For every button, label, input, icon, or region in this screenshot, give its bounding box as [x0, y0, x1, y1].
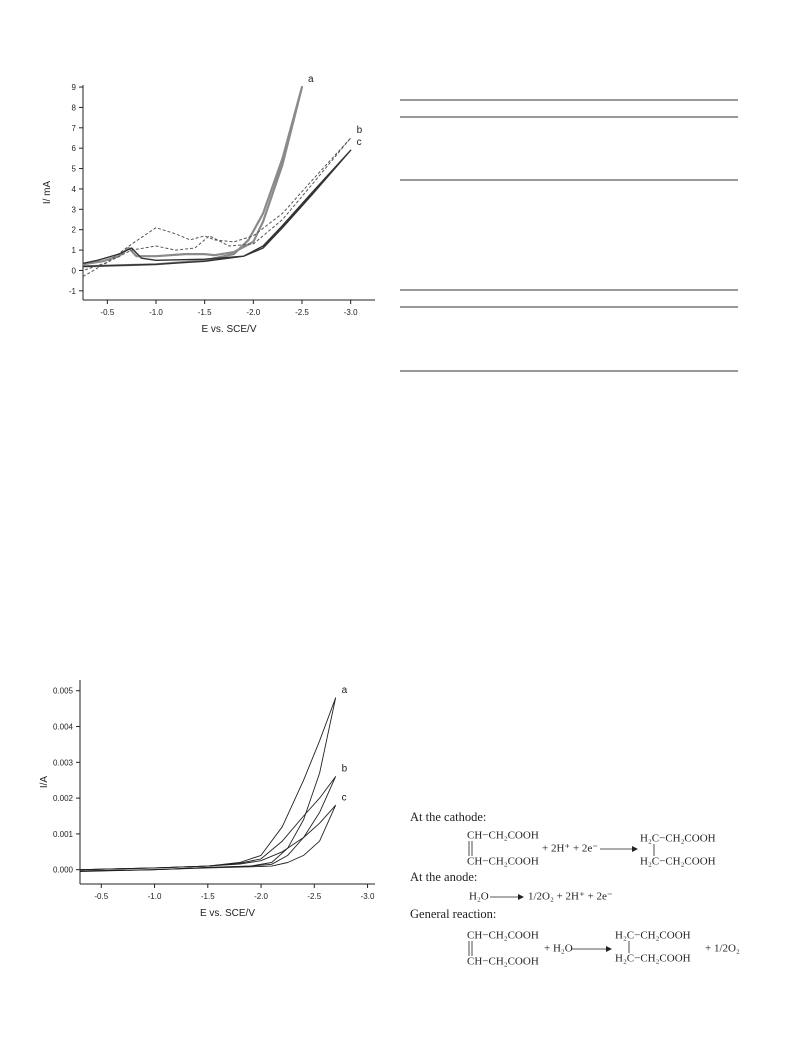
y-tick-label: 3: [72, 205, 77, 214]
series-line: [82, 137, 352, 278]
reagents: + H₂O: [544, 943, 573, 955]
y-tick-label: 1: [72, 246, 77, 255]
x-tick-label: -0.5: [94, 892, 108, 901]
formula: H₂O: [469, 891, 489, 903]
y-tick-label: 0.003: [53, 758, 74, 767]
y-axis-title: I/ mA: [42, 181, 53, 205]
x-tick-label: -1.5: [201, 892, 215, 901]
series-label: c: [357, 137, 362, 148]
y-tick-label: -1: [69, 287, 77, 296]
series-label: b: [357, 125, 363, 136]
x-axis-title: E vs. SCE/V: [200, 908, 255, 919]
heading: At the cathode:: [410, 810, 486, 824]
table-rules: [400, 99, 738, 372]
y-tick-label: 9: [72, 83, 77, 92]
x-tick-label: -1.5: [198, 308, 212, 317]
formula: CH−CH₂COOH: [467, 956, 539, 968]
reagents: + 2H⁺ + 2e⁻: [542, 843, 598, 855]
formula: H₂C−CH₂COOH: [615, 930, 691, 942]
chart: -1 0 1 2 3 4 5 6 7 8 9 -0.5 -1.0 -1.5 -2.0 -2.5 -3.0 E vs…: [42, 74, 375, 335]
arrow-head: [606, 946, 612, 952]
x-tick-label: -1.0: [148, 892, 162, 901]
x-tick-label: -2.0: [254, 892, 268, 901]
y-tick-label: 5: [72, 165, 77, 174]
y-tick-label: 0.004: [53, 723, 74, 732]
series-label: b: [342, 764, 348, 775]
reactions: At the cathode: CH−CH₂COOH CH−CH₂COOH + …: [410, 810, 740, 968]
series-line: [79, 776, 337, 872]
y-tick-label: 6: [72, 144, 77, 153]
y-tick-label: 0.001: [53, 830, 74, 839]
y-tick-label: 4: [72, 185, 77, 194]
formula: 1/2O₂ + 2H⁺ + 2e⁻: [528, 891, 613, 903]
series-line: [79, 804, 337, 872]
arrow-head: [518, 894, 524, 900]
y-tick-label: 0: [72, 266, 77, 275]
heading: At the anode:: [410, 870, 477, 884]
chart: 0.000 0.001 0.002 0.003 0.004 0.005 -0.5 -1.0 -1…: [39, 680, 375, 919]
heading: General reaction:: [410, 907, 496, 921]
y-axis-title: I/A: [39, 776, 50, 789]
formula: CH−CH₂COOH: [467, 930, 539, 942]
formula: H₂C−CH₂COOH: [640, 833, 716, 845]
x-tick-label: -2.5: [295, 308, 309, 317]
series-label: a: [342, 685, 348, 696]
formula: H₂C−CH₂COOH: [640, 856, 716, 868]
y-tick-label: 8: [72, 103, 77, 112]
series-label: a: [308, 74, 314, 85]
y-tick-label: 0.000: [53, 866, 74, 875]
formula: + 1/2O₂: [705, 943, 740, 955]
arrow-head: [632, 846, 638, 852]
x-tick-label: -3.0: [344, 308, 358, 317]
x-axis-title: E vs. SCE/V: [201, 324, 256, 335]
x-tick-label: -1.0: [149, 308, 163, 317]
formula: CH−CH₂COOH: [467, 856, 539, 868]
formula: H₂C−CH₂COOH: [615, 953, 691, 965]
y-tick-label: 2: [72, 226, 77, 235]
series-line: [82, 149, 352, 268]
y-tick-label: 7: [72, 124, 77, 133]
x-tick-label: -2.5: [307, 892, 321, 901]
y-tick-label: 0.002: [53, 794, 74, 803]
series-label: c: [342, 792, 347, 803]
x-tick-label: -0.5: [100, 308, 114, 317]
x-tick-label: -3.0: [361, 892, 375, 901]
x-tick-label: -2.0: [246, 308, 260, 317]
y-tick-label: 0.005: [53, 687, 74, 696]
formula: CH−CH₂COOH: [467, 830, 539, 842]
